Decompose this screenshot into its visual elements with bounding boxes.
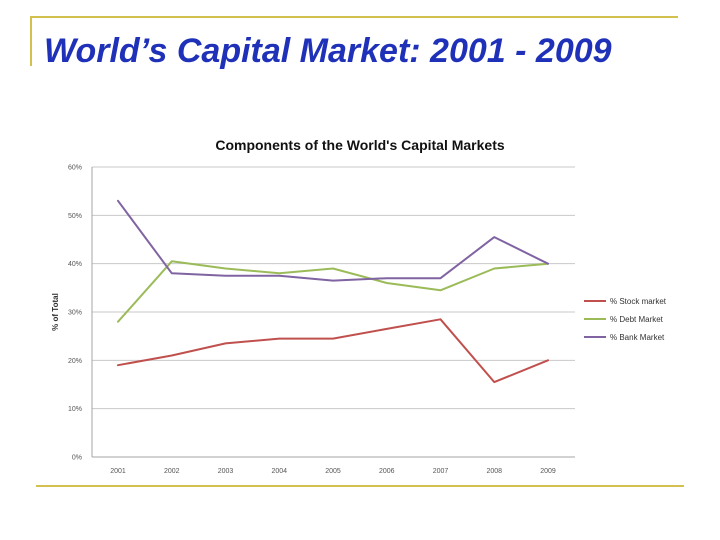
series-line-1 <box>117 318 549 384</box>
series-line-2 <box>117 260 549 323</box>
series-line-3 <box>117 199 549 282</box>
x-tick-label: 2001 <box>110 468 126 475</box>
left-accent-line <box>30 16 32 66</box>
series-lines <box>117 199 549 384</box>
legend-label: % Bank Market <box>610 333 665 342</box>
axis-ticks: 0% 10% 20% 30% 40% 50% 60% 2001 2002 2003 2004 2005… <box>68 165 556 476</box>
bottom-accent-line <box>36 485 684 487</box>
chart-title: Components of the World's Capital Market… <box>215 137 505 153</box>
y-tick-label: 20% <box>68 358 82 365</box>
y-tick-label: 50% <box>68 213 82 220</box>
x-tick-label: 2006 <box>379 468 395 475</box>
x-tick-label: 2004 <box>271 468 287 475</box>
x-tick-label: 2005 <box>325 468 341 475</box>
legend-label: % Stock market <box>610 297 667 306</box>
gridlines <box>91 166 575 458</box>
x-tick-label: 2008 <box>486 468 502 475</box>
slide-title: World’s Capital Market: 2001 - 2009 <box>44 32 612 70</box>
x-tick-label: 2009 <box>540 468 556 475</box>
legend-label: % Debt Market <box>610 315 664 324</box>
y-tick-label: 60% <box>68 165 82 172</box>
y-tick-label: 10% <box>68 406 82 413</box>
y-tick-label: 40% <box>68 261 82 268</box>
top-accent-line <box>30 16 678 18</box>
x-tick-label: 2002 <box>164 468 180 475</box>
x-tick-label: 2007 <box>433 468 449 475</box>
x-tick-label: 2003 <box>218 468 234 475</box>
legend: % Stock market % Debt Market % Bank Market <box>584 297 667 342</box>
y-tick-label: 0% <box>72 455 82 462</box>
y-tick-label: 30% <box>68 310 82 317</box>
y-axis-label: % of Total <box>51 293 60 331</box>
